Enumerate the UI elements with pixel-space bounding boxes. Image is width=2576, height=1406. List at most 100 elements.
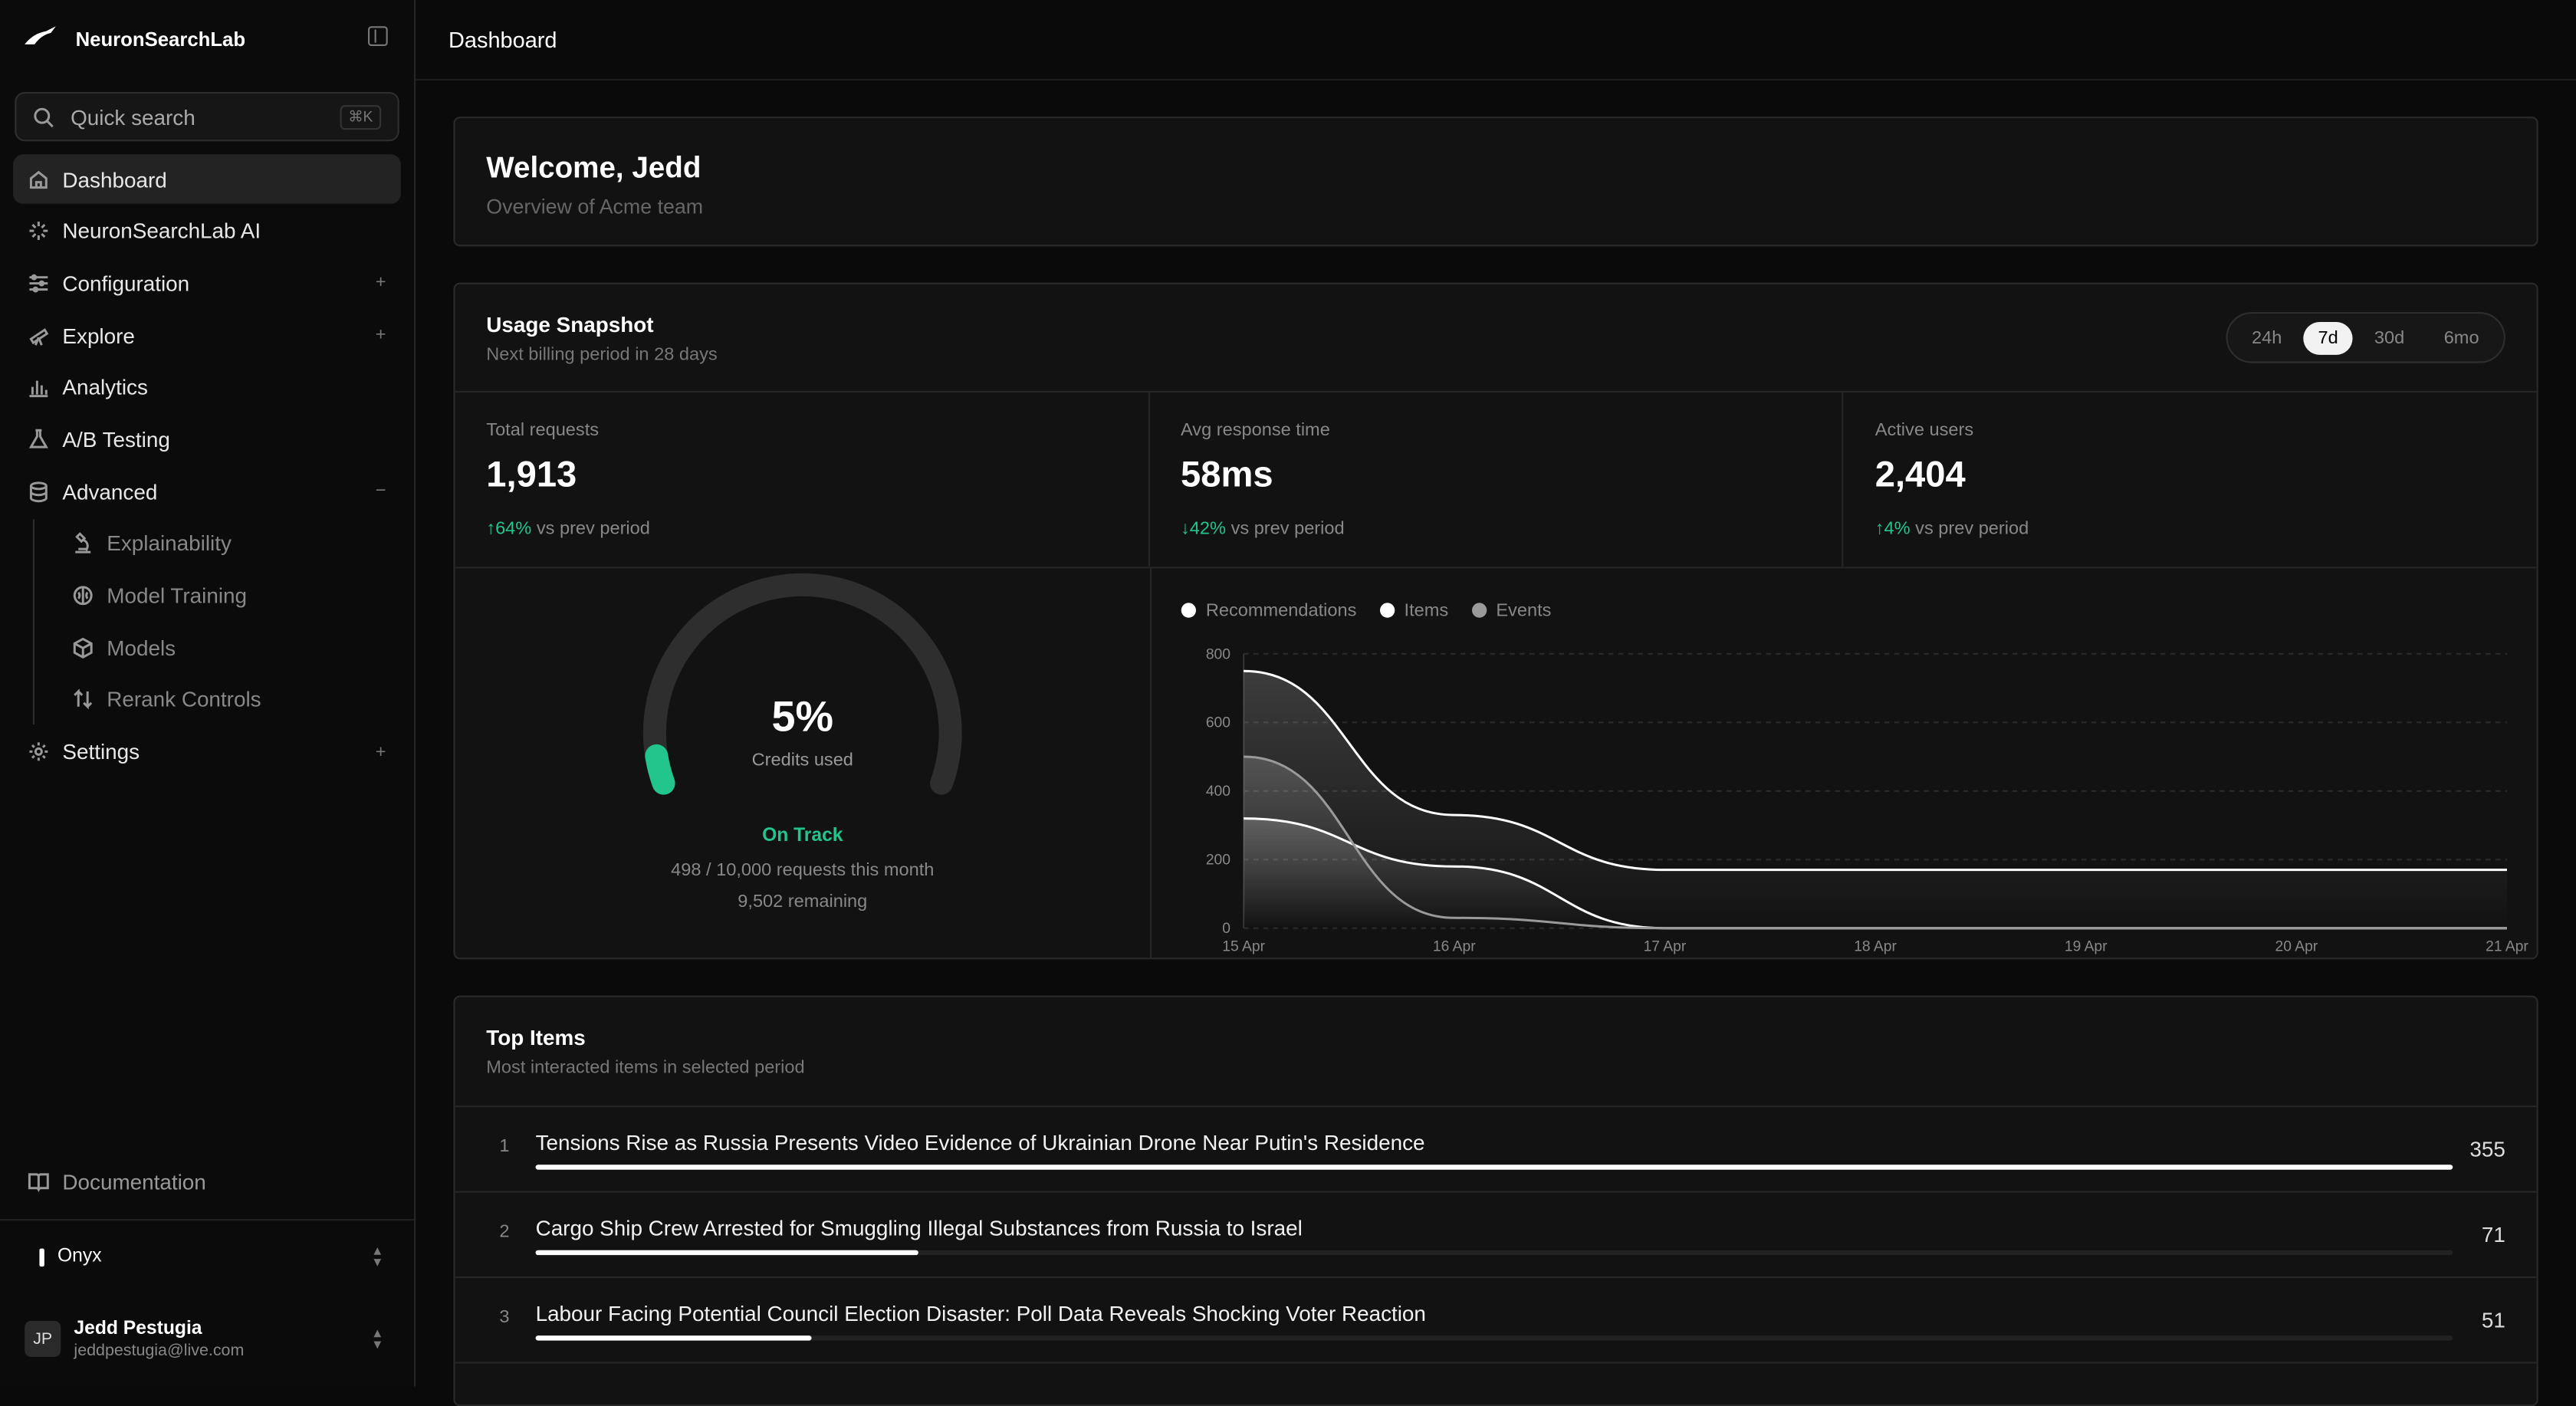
sidebar-item-label: Dashboard — [62, 166, 167, 192]
chart-legend: Recommendations Items Events — [1181, 601, 1551, 621]
stat-value: 1,913 — [486, 453, 577, 494]
series-line-2[interactable] — [1244, 755, 2507, 930]
sidebar-item-ab-testing[interactable]: A/B Testing — [13, 415, 401, 464]
search-shortcut: ⌘K — [340, 104, 382, 130]
item-title[interactable]: Labour Facing Potential Council Election… — [535, 1301, 1426, 1326]
expand-icon[interactable]: + — [375, 273, 386, 294]
credits-gauge: 5% Credits used On Track 498 / 10,000 re… — [455, 568, 1152, 960]
sidebar-item-explainability[interactable]: Explainability — [58, 519, 401, 568]
item-title[interactable]: Cargo Ship Crew Arrested for Smuggling I… — [535, 1215, 1303, 1240]
welcome-subtitle: Overview of Acme team — [486, 195, 704, 218]
gauge-remaining: 9,502 remaining — [738, 891, 867, 911]
item-count: 355 — [2469, 1136, 2505, 1161]
sidebar-item-dashboard[interactable]: Dashboard — [13, 154, 401, 204]
search-input[interactable] — [67, 102, 327, 131]
stat-avg-response: Avg response time 58ms ↓42% vs prev peri… — [1149, 393, 1845, 567]
top-items-title: Top Items — [486, 1025, 586, 1050]
sidebar-item-advanced[interactable]: Advanced − — [13, 467, 401, 516]
page-title: Dashboard — [449, 27, 557, 52]
chevron-updown-icon[interactable]: ▴ ▾ — [373, 1324, 382, 1352]
series-line-0[interactable] — [1244, 669, 2507, 872]
range-selector: 24h 7d 30d 6mo — [2225, 312, 2505, 363]
bar-chart-icon — [28, 376, 49, 398]
usage-title: Usage Snapshot — [486, 312, 654, 337]
legend-item-items[interactable]: Items — [1379, 601, 1448, 621]
brand[interactable]: NeuronSearchLab — [0, 0, 414, 79]
usage-snapshot-card: Usage Snapshot Next billing period in 28… — [453, 282, 2538, 960]
range-24h[interactable]: 24h — [2252, 327, 2282, 348]
item-progress-track — [535, 1335, 2453, 1341]
delta-suffix: vs prev period — [536, 519, 650, 539]
stat-label: Total requests — [486, 420, 600, 441]
y-axis-ticks: 800 600 400 200 0 — [1206, 646, 1230, 937]
gauge-percent: 5% — [772, 693, 834, 741]
sidebar-item-analytics[interactable]: Analytics — [13, 363, 401, 412]
chart-svg: 800 600 400 200 0 15 Apr 16 Apr 17 Apr 18 Apr 19… — [1206, 646, 2529, 955]
stat-value: 2,404 — [1875, 453, 1966, 494]
list-item[interactable]: 2 Cargo Ship Crew Arrested for Smuggling… — [455, 1193, 2537, 1279]
sidebar-item-settings[interactable]: Settings + — [13, 727, 401, 776]
usage-subtitle: Next billing period in 28 days — [486, 345, 718, 365]
sidebar-item-model-training[interactable]: Model Training — [58, 571, 401, 620]
stat-delta: ↑64% vs prev period — [486, 519, 1116, 539]
sidebar-item-label: A/B Testing — [62, 427, 170, 452]
item-count: 71 — [2481, 1222, 2505, 1247]
range-7d[interactable]: 7d — [2303, 320, 2354, 354]
sidebar-item-models[interactable]: Models — [58, 623, 401, 672]
gauge-track — [642, 573, 962, 795]
sidebar-item-rerank-controls[interactable]: Rerank Controls — [58, 675, 401, 724]
expand-icon[interactable]: + — [375, 325, 386, 346]
item-count: 51 — [2481, 1307, 2505, 1332]
search-box[interactable]: ⌘K — [15, 92, 399, 142]
collapse-icon[interactable]: − — [375, 481, 386, 501]
x-tick-label: 20 Apr — [2275, 939, 2318, 955]
stat-delta: ↓42% vs prev period — [1181, 519, 1811, 539]
expand-icon[interactable]: + — [375, 741, 386, 762]
top-items-list: 1 Tensions Rise as Russia Presents Video… — [455, 1105, 2537, 1364]
legend-item-recommendations[interactable]: Recommendations — [1181, 601, 1356, 621]
search-icon — [33, 106, 54, 127]
chart-areas — [1244, 671, 2507, 928]
sidebar-item-ai[interactable]: NeuronSearchLab AI — [13, 206, 401, 255]
telescope-icon — [28, 324, 49, 346]
y-tick-label: 600 — [1206, 715, 1230, 731]
welcome-card: Welcome, Jedd Overview of Acme team — [453, 117, 2538, 247]
series-area-2 — [1244, 757, 2507, 928]
sidebar-footer: Onyx ▴ ▾ JP Jedd Pestugia jeddpestugia@li… — [0, 1219, 414, 1385]
arrows-updown-icon — [72, 689, 94, 711]
y-tick-label: 400 — [1206, 783, 1230, 800]
series-area-1 — [1244, 818, 2507, 928]
list-item[interactable]: 3 Labour Facing Potential Council Electi… — [455, 1278, 2537, 1364]
legend-item-events[interactable]: Events — [1471, 601, 1551, 621]
stat-delta: ↑4% vs prev period — [1875, 519, 2505, 539]
delta-suffix: vs prev period — [1230, 519, 1345, 539]
user-name: Jedd Pestugia — [74, 1318, 202, 1339]
sidebar-item-documentation[interactable]: Documentation — [13, 1157, 401, 1206]
sidebar-item-label: Analytics — [62, 375, 148, 400]
advanced-submenu: Explainability Model Training Models Rer… — [32, 518, 401, 724]
org-switcher[interactable]: Onyx ▴ ▾ — [0, 1220, 414, 1293]
item-rank: 1 — [499, 1136, 510, 1157]
sidebar-item-label: Models — [107, 635, 176, 660]
list-item[interactable]: 1 Tensions Rise as Russia Presents Video… — [455, 1107, 2537, 1193]
item-progress-track — [535, 1165, 2453, 1170]
stat-active-users: Active users 2,404 ↑4% vs prev period — [1844, 393, 2537, 567]
org-logo-icon — [39, 1247, 44, 1266]
stat-label: Avg response time — [1181, 420, 1330, 441]
gauge-caption: Credits used — [752, 750, 853, 770]
y-tick-label: 200 — [1206, 852, 1230, 869]
usage-chart: Recommendations Items Events — [1152, 568, 2538, 959]
sidebar-item-explore[interactable]: Explore + — [13, 310, 401, 360]
brain-icon — [72, 585, 94, 606]
sidebar-item-label: Explainability — [107, 531, 232, 556]
range-6mo[interactable]: 6mo — [2443, 327, 2479, 348]
item-title[interactable]: Tensions Rise as Russia Presents Video E… — [535, 1130, 1425, 1155]
user-menu[interactable]: JP Jedd Pestugia jeddpestugia@live.com ▴… — [0, 1293, 414, 1385]
usage-header: Usage Snapshot Next billing period in 28… — [455, 284, 2537, 393]
sidebar-item-configuration[interactable]: Configuration + — [13, 258, 401, 307]
chevron-updown-icon[interactable]: ▴ ▾ — [373, 1242, 382, 1270]
sidebar-toggle-icon[interactable] — [368, 26, 388, 46]
sidebar-item-label: NeuronSearchLab AI — [62, 218, 261, 244]
sliders-icon — [28, 272, 49, 294]
range-30d[interactable]: 30d — [2374, 327, 2405, 348]
